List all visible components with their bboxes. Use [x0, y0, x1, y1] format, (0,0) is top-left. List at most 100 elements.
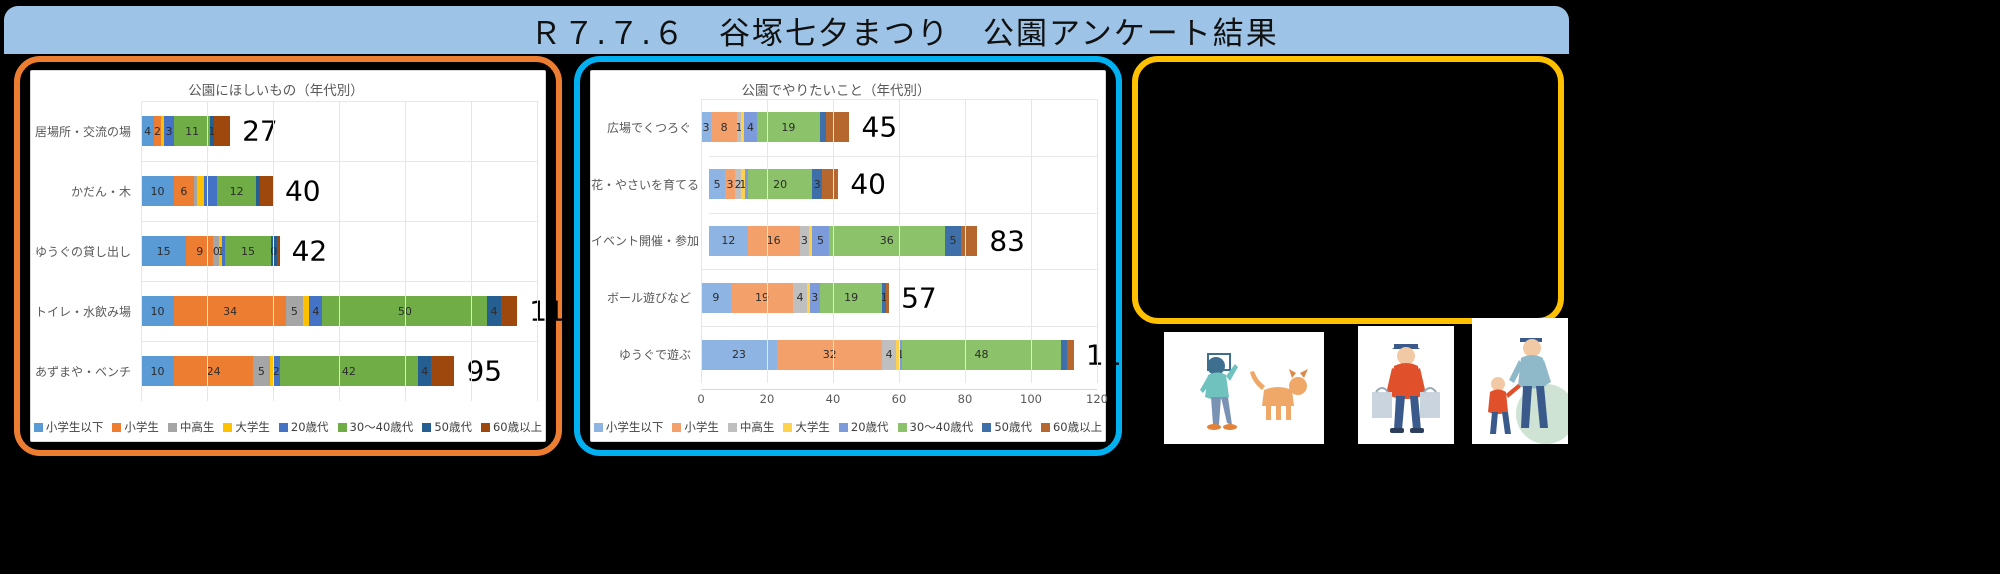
bar-segment: [819, 112, 827, 143]
legend-item[interactable]: 60歳以上: [1040, 419, 1103, 435]
chart-row: 広場でくつろぐ 381419 45: [591, 99, 1097, 156]
bar-track: 10 6 12 40: [141, 161, 537, 221]
illustration-parent-and-child: [1472, 318, 1576, 444]
bar-segment: 2: [734, 169, 742, 200]
bar-segment: 5: [709, 169, 726, 200]
legend-label: 30～40歳代: [909, 420, 974, 434]
bar-segment: [744, 169, 748, 200]
bar-segment: 1: [219, 236, 223, 266]
legend-item[interactable]: 中高生: [167, 419, 214, 435]
bar-segment: 5: [812, 225, 829, 256]
category-label: 居場所・交流の場: [34, 124, 131, 139]
chart-left-plot: 居場所・交流の場42311127かだん・木1061240ゆうぐの貸し出し1590…: [31, 101, 583, 401]
legend-swatch-icon: [422, 422, 432, 432]
legend-label: 大学生: [795, 420, 830, 434]
bar-segment: 3: [725, 169, 735, 200]
legend-label: 小学生: [684, 420, 719, 434]
legend-swatch-icon: [278, 422, 288, 432]
legend-label: 60歳以上: [492, 420, 543, 434]
bar-total-label: 95: [466, 354, 503, 388]
legend-swatch-icon: [982, 422, 992, 432]
bar-segment: 1: [741, 169, 745, 200]
legend-item[interactable]: 30～40歳代: [897, 419, 974, 435]
category-label: ボール遊びなど: [606, 291, 691, 306]
panel-right-blank-box: [1132, 56, 1564, 324]
bar-segment: 23: [701, 339, 777, 370]
chart-mid-plot: 広場でくつろぐ38141945花・やさいを育てる532120340イベント開催・…: [591, 99, 1139, 383]
bar-segment: 10: [141, 296, 174, 326]
bar-segment: 12: [216, 176, 257, 206]
axis-tick-label: 20: [759, 392, 775, 406]
axis-tick-label: 120: [1086, 392, 1108, 406]
bar-segment: 9: [701, 282, 731, 313]
legend-item[interactable]: 小学生以下: [33, 419, 103, 435]
legend-label: 中高生: [739, 420, 775, 434]
chart-mid-title: 公園でやりたいこと（年代別）: [741, 83, 931, 99]
bar-segment: [213, 116, 231, 146]
bar-segment: 1: [898, 339, 903, 370]
category-label: あずまや・ベンチ: [34, 364, 131, 379]
bar-total-label: 40: [850, 167, 886, 201]
legend-item[interactable]: 60歳以上: [480, 419, 543, 435]
bar-segment: 4: [793, 282, 807, 313]
legend-item[interactable]: 中高生: [727, 419, 775, 435]
axis-line: [701, 389, 1097, 390]
bar-total-label: 27: [242, 114, 278, 148]
bar-segment: [809, 225, 813, 256]
bar-segment: 3: [799, 225, 810, 256]
bar-total-label: 113: [1085, 338, 1140, 372]
stacked-bar: 91943191: [701, 282, 890, 313]
bar-segment: [269, 356, 273, 386]
category-label: 広場でくつろぐ: [606, 120, 691, 135]
bar-segment: [160, 116, 165, 146]
category-label: 花・やさいを育てる: [591, 177, 700, 192]
bar-segment: 2: [272, 356, 280, 386]
stacked-bar: 423111: [141, 116, 231, 146]
panel-middle-chart: 公園でやりたいこと（年代別） 広場でくつろぐ38141945花・やさいを育てる5…: [574, 56, 1139, 456]
legend-item[interactable]: 50歳代: [422, 419, 472, 435]
bar-segment: 3: [164, 116, 174, 146]
bar-track: 532120340: [709, 155, 1097, 213]
legend-swatch-icon: [480, 422, 490, 432]
bar-segment: [197, 176, 204, 206]
legend-swatch-icon: [337, 422, 347, 432]
legend-item[interactable]: 50歳代: [982, 419, 1032, 435]
bar-track: 15901150 42: [141, 221, 537, 281]
bar-segment: [740, 112, 744, 143]
legend-item[interactable]: 小学生以下: [593, 419, 663, 435]
legend-item[interactable]: 小学生: [672, 419, 719, 435]
legend-swatch-icon: [112, 422, 122, 432]
chart-mid-legend: 小学生以下 小学生 中高生 大学生 20歳代 30～40歳代 50歳代 60歳以上: [591, 419, 1105, 435]
bar-segment: [302, 296, 310, 326]
bar-segment: 36: [828, 225, 945, 256]
legend-label: 60歳以上: [1052, 420, 1103, 434]
legend-item[interactable]: 20歳代: [838, 419, 889, 435]
bar-segment: 5: [944, 225, 962, 256]
bar-track: 10 24 5 2 42 4 95: [141, 341, 537, 401]
bar-segment: [961, 225, 978, 256]
stacked-bar: 12 16 3 5 36 5: [709, 225, 978, 256]
bar-segment: [276, 236, 280, 266]
legend-item[interactable]: 30～40歳代: [337, 419, 413, 435]
legend-item[interactable]: 小学生: [112, 419, 159, 435]
bar-segment: [806, 282, 810, 313]
bar-segment: [1060, 339, 1068, 370]
legend-item[interactable]: 大学生: [783, 419, 830, 435]
legend-item[interactable]: 20歳代: [278, 419, 329, 435]
bar-total-label: 83: [989, 224, 1025, 258]
bar-segment: 5: [253, 356, 270, 386]
stacked-bar: 381419: [701, 112, 850, 143]
chart-koen-ni-hoshii-mono: 公園にほしいもの（年代別） 居場所・交流の場42311127かだん・木10612…: [30, 70, 583, 442]
bar-total-label: 115: [529, 294, 583, 328]
bar-segment: 4: [309, 296, 323, 326]
legend-item[interactable]: 大学生: [223, 419, 270, 435]
legend-label: 50歳代: [994, 420, 1032, 434]
bar-track: 12 16 3 5 36 5 83: [709, 212, 1097, 270]
bar-segment: 4: [418, 356, 432, 386]
legend-label: 20歳代: [850, 420, 889, 434]
chart-row: トイレ・水飲み場 10 34 5 4 50 4 115: [31, 281, 583, 341]
bar-segment: 2: [154, 116, 161, 146]
axis-tick-label: 100: [1020, 392, 1042, 406]
category-label: ゆうぐの貸し出し: [34, 244, 131, 259]
